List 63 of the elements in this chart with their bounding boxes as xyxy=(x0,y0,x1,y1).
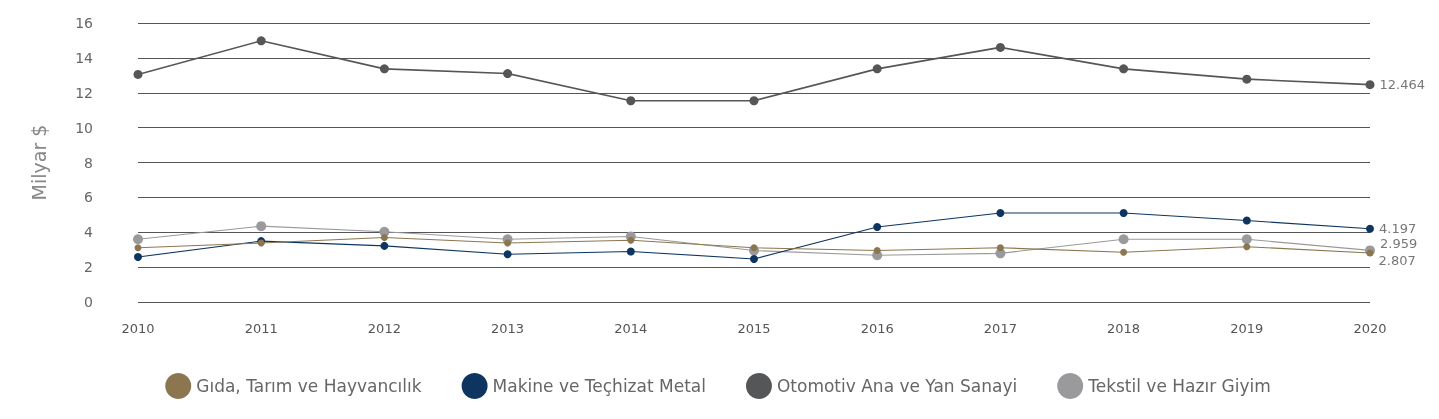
y-tick-label: 14 xyxy=(75,49,94,66)
point xyxy=(1242,74,1252,84)
point xyxy=(626,96,636,106)
point xyxy=(1243,243,1251,251)
point xyxy=(1242,216,1251,225)
point xyxy=(1241,234,1252,245)
x-tick-label: 2014 xyxy=(614,321,648,336)
legend-label: Otomotiv Ana ve Yan Sanayi xyxy=(776,376,1018,396)
point xyxy=(379,64,389,74)
legend-label: Tekstil ve Hazır Giyim xyxy=(1087,376,1271,396)
y-tick-label: 10 xyxy=(75,119,93,136)
point xyxy=(872,64,882,74)
x-tick-label: 2015 xyxy=(737,321,771,336)
point xyxy=(873,247,881,255)
point xyxy=(503,250,512,259)
point xyxy=(1120,248,1128,256)
point xyxy=(749,96,759,106)
point xyxy=(627,236,635,244)
point xyxy=(750,254,758,263)
point xyxy=(996,209,1005,218)
point xyxy=(995,42,1005,52)
y-tick-label: 4 xyxy=(84,224,94,241)
y-tick-label: 2 xyxy=(84,259,93,276)
point xyxy=(133,234,143,245)
y-tick-label: 6 xyxy=(84,189,94,206)
point xyxy=(134,253,142,262)
data-label: 2.807 xyxy=(1378,252,1416,268)
point xyxy=(504,239,512,247)
y-tick-label: 12 xyxy=(75,84,93,101)
x-tick-label: 2017 xyxy=(983,321,1017,336)
point xyxy=(380,233,388,241)
point xyxy=(750,244,758,252)
point xyxy=(256,221,267,232)
legend-label: Makine ve Teçhizat Metal xyxy=(492,376,706,396)
y-tick-label: 16 xyxy=(75,15,94,31)
point xyxy=(626,247,635,256)
point xyxy=(1119,209,1128,218)
x-tick-label: 2011 xyxy=(244,321,278,336)
x-tick-label: 2013 xyxy=(491,321,525,336)
x-tick-label: 2019 xyxy=(1230,321,1264,336)
point xyxy=(134,244,142,252)
y-tick-label: 8 xyxy=(84,154,93,171)
legend-label: Gıda, Tarım ve Hayvancılık xyxy=(196,376,422,396)
point xyxy=(873,223,882,232)
point xyxy=(380,241,389,250)
point xyxy=(503,69,513,79)
data-label: 4.197 xyxy=(1379,221,1417,237)
y-tick-label: 0 xyxy=(84,294,93,310)
point xyxy=(996,244,1004,252)
x-tick-label: 2018 xyxy=(1107,321,1141,336)
point xyxy=(1365,80,1375,90)
x-tick-label: 2020 xyxy=(1353,321,1387,336)
data-label: 12.464 xyxy=(1379,77,1425,93)
x-tick-label: 2010 xyxy=(121,321,155,336)
x-tick-label: 2016 xyxy=(860,321,894,336)
x-tick-label: 2012 xyxy=(367,321,401,336)
point xyxy=(133,69,143,79)
point xyxy=(256,36,266,46)
point xyxy=(1118,234,1129,245)
data-label: 2.959 xyxy=(1380,235,1418,251)
point xyxy=(1119,64,1129,74)
y-axis-title: Milyar $ xyxy=(27,124,50,201)
point xyxy=(1366,224,1374,233)
